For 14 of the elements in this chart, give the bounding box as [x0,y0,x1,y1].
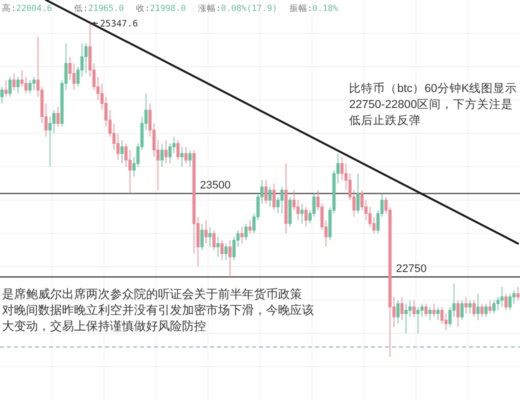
annotation: 大变动，交易上保持谨慎做好风险防控 [2,319,206,333]
text: 振幅:0.18% [289,3,338,14]
annotation: 25347.6 [100,19,138,30]
annotation: 22750 [396,262,427,275]
annotation: 比特币（btc）60分钟K线图显示 [349,81,517,95]
text: 涨幅:0.08%(17.9) [198,3,278,14]
annotation: 对晚间数据昨晚立利空并没有引发加密市场下滑，今晚应该 [2,303,314,317]
annotation: 23500 [200,180,231,192]
annotation: 22750-22800区间，下方关注是 [349,97,513,111]
text: 高:22004.6 [2,3,52,14]
text: 收:21998.0 [136,3,186,14]
annotation: 低后止跌反弹 [349,114,422,127]
text: 低:21965.0 [74,3,124,14]
annotation: 是席鲍威尔出席两次参众院的听证会关于前半年货币政策 [2,287,302,301]
